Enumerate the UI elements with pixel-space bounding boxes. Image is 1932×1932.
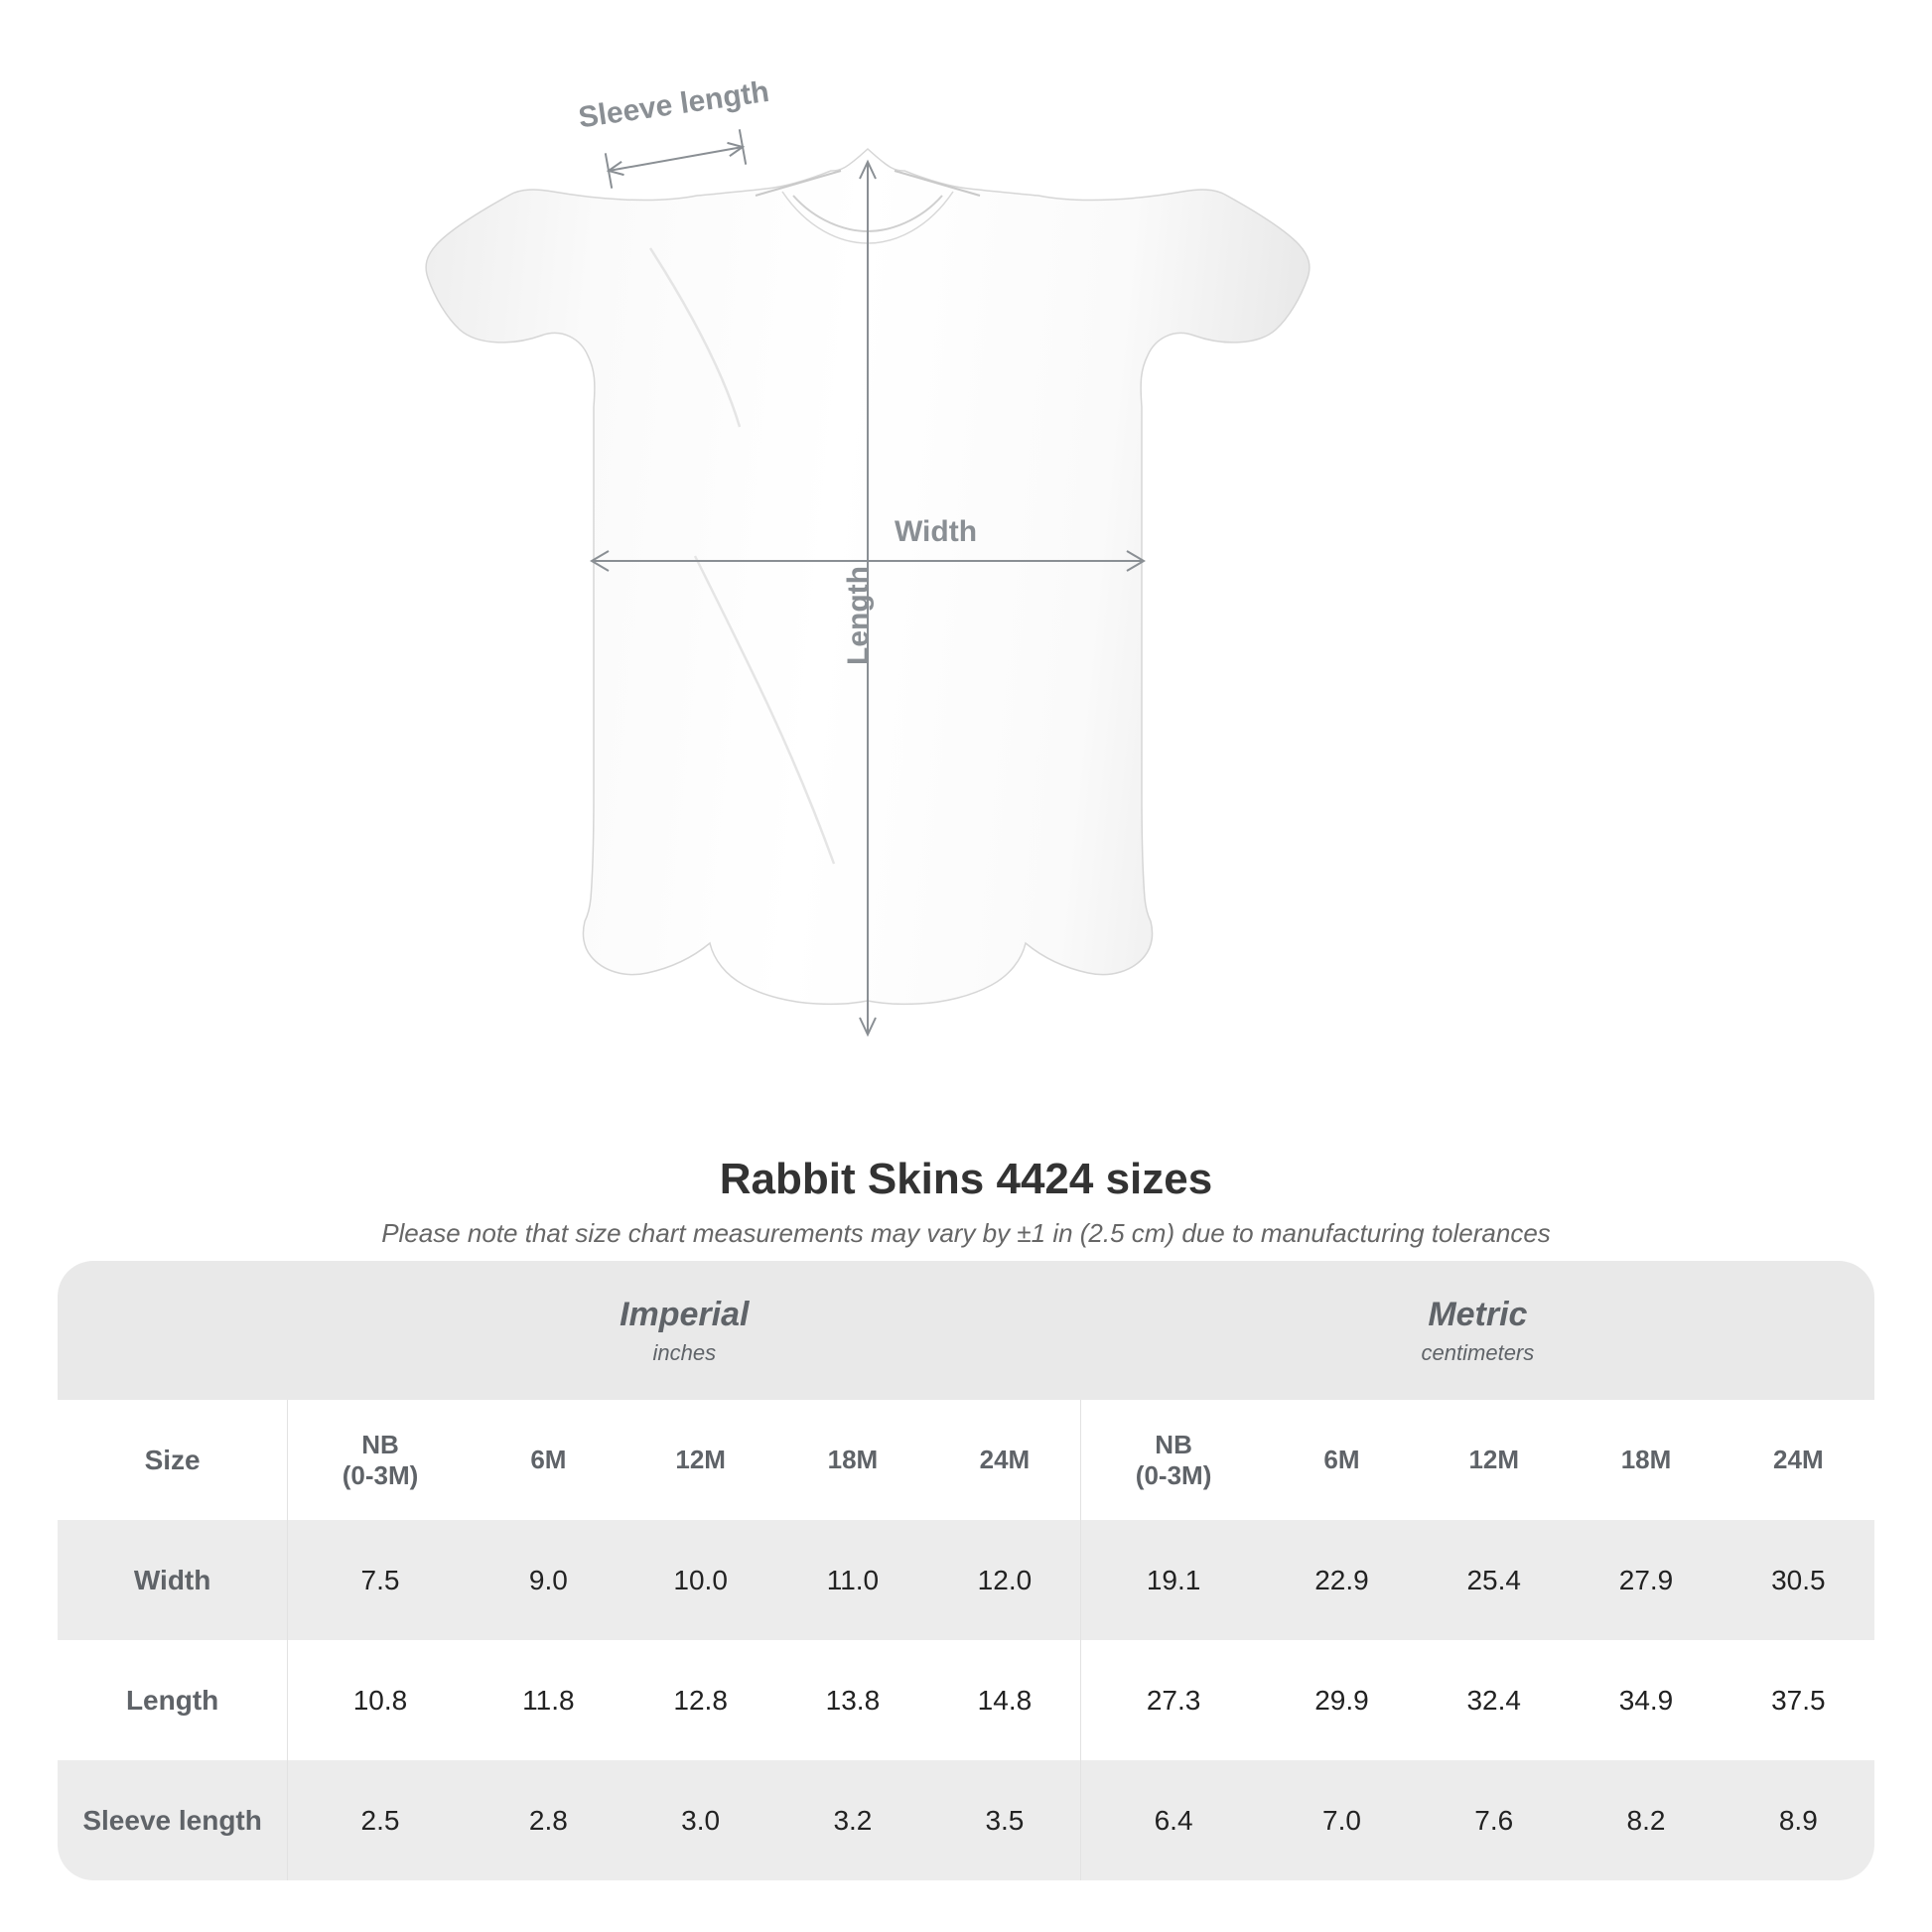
svg-text:Sleeve length: Sleeve length xyxy=(577,75,771,135)
svg-text:Length: Length xyxy=(842,566,875,665)
svg-text:Width: Width xyxy=(895,515,977,548)
